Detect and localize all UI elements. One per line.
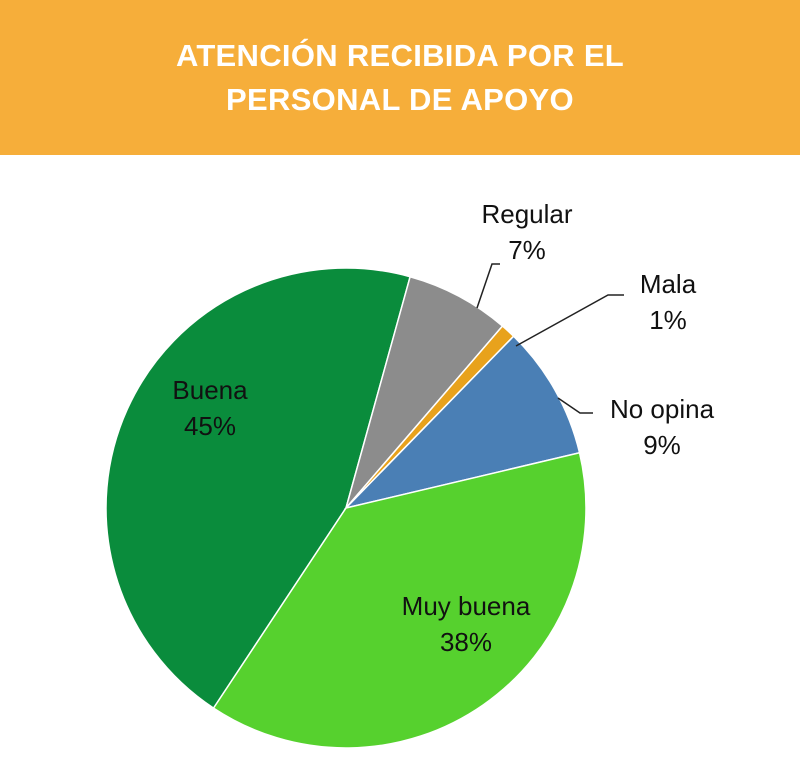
slice-label-buena: Buena [172,375,248,405]
pie-slice-no-opina [343,335,581,510]
title-banner: ATENCIÓN RECIBIDA POR EL PERSONAL DE APO… [0,0,800,155]
pie-slice-regular [345,275,504,509]
slice-label-regular: Regular [481,199,572,229]
pie-chart-area: Buena 45% Regular 7% Mala 1% No opina 9% Muy bue… [0,155,800,757]
leader-line-no-opina [557,397,593,414]
chart-title-line-1: ATENCIÓN RECIBIDA POR EL [175,37,625,73]
slice-label-mala: Mala [640,269,697,299]
slice-percent-muy-buena: 38% [440,627,492,657]
leader-line-mala [515,294,624,347]
leader-line-regular [476,263,500,309]
pie-slice-muy-buena [212,451,587,749]
slice-label-no-opina: No opina [610,394,715,424]
slice-percent-mala: 1% [649,305,687,335]
pie-slice-buena [105,267,412,710]
slice-percent-no-opina: 9% [643,430,681,460]
slice-percent-regular: 7% [508,235,546,265]
pie-chart: Buena 45% Regular 7% Mala 1% No opina 9% Muy bue… [105,199,715,749]
slice-percent-buena: 45% [184,411,236,441]
chart-title-line-2: PERSONAL DE APOYO [226,81,574,117]
slice-label-muy-buena: Muy buena [402,591,531,621]
pie-slices [105,267,587,749]
